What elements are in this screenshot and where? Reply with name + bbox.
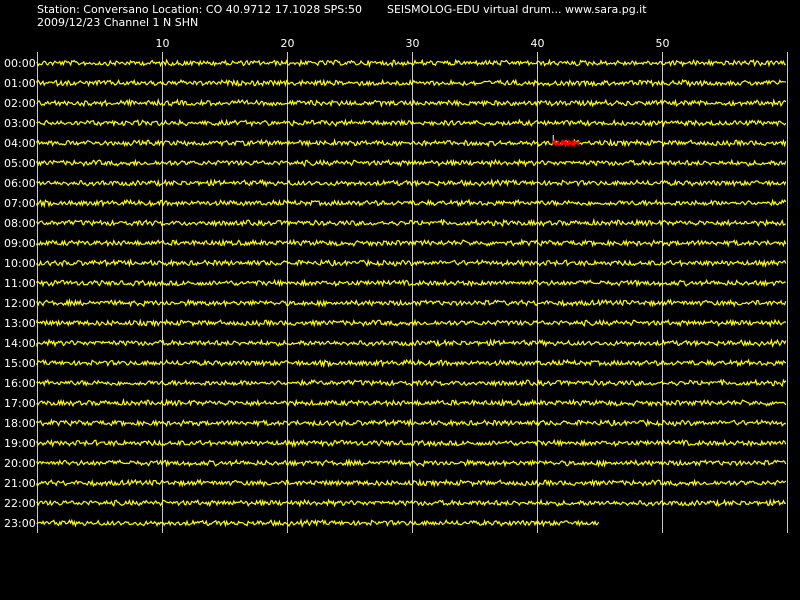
- trace-0000: [36, 58, 787, 69]
- trace-0800: [36, 217, 786, 228]
- trace-1900: [36, 438, 787, 448]
- brand-label: SEISMOLOG-EDU virtual drum... www.sara.p…: [387, 3, 647, 16]
- tick-label-40: 40: [531, 37, 545, 50]
- trace-0900: [36, 238, 787, 248]
- hour-label-0600: 06:00: [4, 177, 36, 190]
- trace-0200: [36, 97, 787, 108]
- station-info-label: Station: Conversano Location: CO 40.9712…: [37, 3, 362, 16]
- event-marker: [552, 135, 581, 149]
- hour-label-2200: 22:00: [4, 497, 36, 510]
- hour-label-0900: 09:00: [4, 237, 36, 250]
- hour-label-1400: 14:00: [4, 337, 36, 350]
- trace-1400: [36, 338, 787, 348]
- hour-label-0700: 07:00: [4, 197, 36, 210]
- hour-label-2000: 20:00: [4, 457, 36, 470]
- trace-2300: [36, 518, 600, 528]
- hour-label-2300: 23:00: [4, 517, 36, 530]
- event-trace: [552, 138, 581, 149]
- trace-1700: [36, 397, 787, 408]
- hour-label-0500: 05:00: [4, 157, 36, 170]
- trace-1600: [36, 378, 787, 388]
- hour-label-1700: 17:00: [4, 397, 36, 410]
- tick-label-10: 10: [156, 37, 170, 50]
- trace-0600: [36, 178, 787, 188]
- hour-label-0200: 02:00: [4, 97, 36, 110]
- hour-label-1200: 12:00: [4, 297, 36, 310]
- hour-label-0100: 01:00: [4, 77, 36, 90]
- hour-label-0000: 00:00: [4, 57, 36, 70]
- hour-label-0400: 04:00: [4, 137, 36, 150]
- hour-label-2100: 21:00: [4, 477, 36, 490]
- date-channel-label: 2009/12/23 Channel 1 N SHN: [37, 16, 199, 29]
- trace-2200: [36, 498, 787, 508]
- hour-label-1100: 11:00: [4, 277, 36, 290]
- hour-label-1900: 19:00: [4, 437, 36, 450]
- trace-1100: [36, 278, 786, 288]
- trace-0100: [36, 78, 786, 88]
- hour-label-0800: 08:00: [4, 217, 36, 230]
- hour-label-1000: 10:00: [4, 257, 36, 270]
- hour-label-0300: 03:00: [4, 117, 36, 130]
- trace-1300: [36, 318, 787, 328]
- trace-1000: [36, 258, 787, 268]
- trace-1500: [36, 358, 786, 369]
- trace-2100: [36, 478, 787, 488]
- trace-1800: [36, 418, 787, 428]
- hour-label-1800: 18:00: [4, 417, 36, 430]
- trace-1200: [36, 297, 787, 308]
- tick-label-20: 20: [281, 37, 295, 50]
- trace-0700: [36, 198, 787, 209]
- trace-0400: [36, 138, 787, 148]
- trace-2000: [36, 457, 787, 468]
- hourly-traces: [36, 58, 787, 528]
- hour-label-1300: 13:00: [4, 317, 36, 330]
- hour-label-1600: 16:00: [4, 377, 36, 390]
- hour-label-1500: 15:00: [4, 357, 36, 370]
- hour-labels: 00:00 01:00 02:00 03:00 04:00 05:00 06:00 07:00…: [4, 57, 36, 530]
- minute-tick-labels: 10 20 30 40 50: [156, 37, 670, 50]
- minute-grid: [37, 52, 788, 533]
- tick-label-50: 50: [656, 37, 670, 50]
- tick-label-30: 30: [406, 37, 420, 50]
- trace-0500: [36, 158, 787, 168]
- trace-0300: [36, 118, 787, 128]
